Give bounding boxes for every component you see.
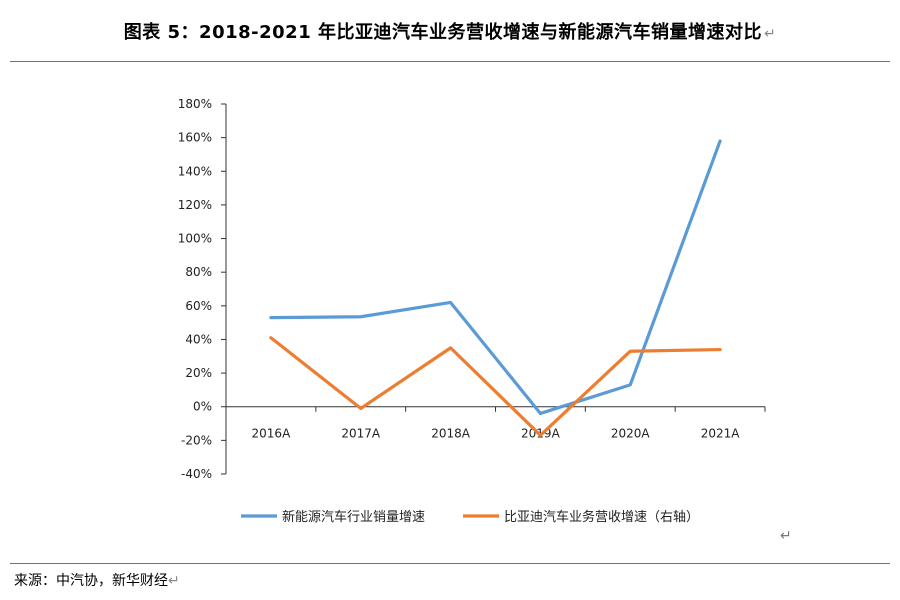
top-divider <box>10 61 890 62</box>
y-tick-label: -40% <box>181 467 212 481</box>
x-tick-label: 2021A <box>701 427 741 441</box>
x-tick-label: 2017A <box>341 427 381 441</box>
line-chart: 180% 160% 140% 120% 100% 80% 60% 40% 20% 0% -20% -4… <box>178 97 766 525</box>
x-tick-label: 2018A <box>431 427 471 441</box>
return-mark-icon: ↵ <box>764 26 777 42</box>
y-tick-label: 120% <box>178 198 212 212</box>
y-tick-label: 40% <box>185 332 212 346</box>
series-line-0 <box>269 139 722 416</box>
x-tick-label: 2020A <box>611 427 651 441</box>
bottom-divider <box>10 563 890 564</box>
source-note: 来源：中汽协，新华财经↵ <box>14 570 180 590</box>
y-tick-label: 80% <box>185 265 212 279</box>
y-tick-label: 140% <box>178 164 212 178</box>
legend-label-0: 新能源汽车行业销量增速 <box>282 509 425 525</box>
chart-title-text: 图表 5：2018-2021 年比亚迪汽车业务营收增速与新能源汽车销量增速对比 <box>123 22 762 43</box>
y-tick-label: 0% <box>193 400 212 414</box>
y-tick-label: 60% <box>185 299 212 313</box>
legend-label-1: 比亚迪汽车业务营收增速（右轴） <box>504 509 699 525</box>
return-mark-icon: ↵ <box>168 573 180 589</box>
y-tick-label: 160% <box>178 131 212 145</box>
chart-title: 图表 5：2018-2021 年比亚迪汽车业务营收增速与新能源汽车销量增速对比 ↵ <box>0 18 900 44</box>
y-tick-label: 180% <box>178 97 212 111</box>
y-tick-label: -20% <box>181 433 212 447</box>
source-text: 来源：中汽协，新华财经 <box>14 573 168 589</box>
x-tick-label: 2016A <box>252 427 292 441</box>
return-mark-icon: ↵ <box>780 528 792 544</box>
y-tick-label: 100% <box>178 232 212 246</box>
series-line-1 <box>269 336 722 437</box>
y-tick-label: 20% <box>185 366 212 380</box>
